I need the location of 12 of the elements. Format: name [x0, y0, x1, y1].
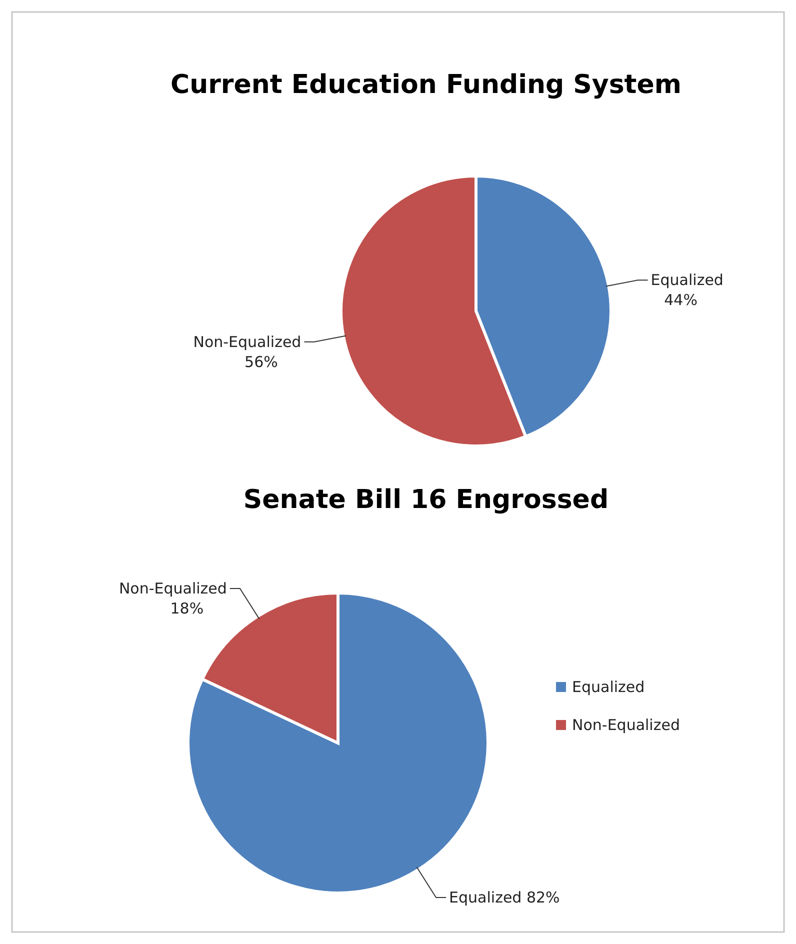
slice-label: Equalized — [650, 271, 724, 290]
legend-label: Non-Equalized — [572, 716, 680, 734]
slice-label: Non-Equalized — [193, 332, 302, 351]
chart-title: Current Education Funding System — [170, 70, 682, 100]
data-label: 56% — [244, 352, 278, 371]
data-label: 82% — [526, 888, 560, 907]
chart-title: Senate Bill 16 Engrossed — [243, 485, 609, 515]
data-label: 44% — [664, 291, 698, 310]
slice-label: Equalized — [449, 888, 522, 907]
data-label: 18% — [170, 599, 204, 618]
slice-label: Non-Equalized — [118, 579, 227, 598]
legend-label: Equalized — [572, 678, 645, 696]
